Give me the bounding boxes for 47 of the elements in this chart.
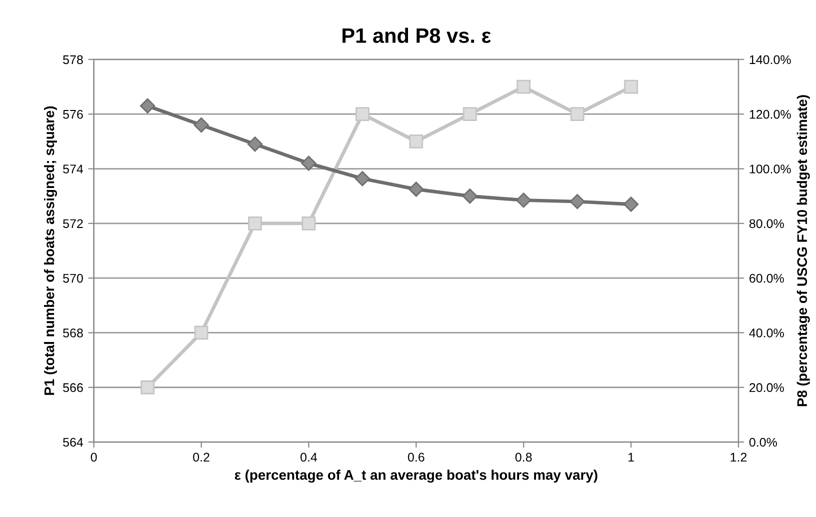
x-axis-title: ε (percentage of A_t an average boat's hours may vary) (234, 470, 598, 483)
y2-axis-title: P8 (percentage of USCG FY10 budget estimate) (796, 95, 810, 406)
point (301, 156, 316, 171)
point (140, 98, 156, 114)
y2-tick-label: 0.0% (749, 438, 777, 447)
point (623, 196, 639, 212)
y-tick-label: 564 (63, 438, 84, 447)
y-tick-label: 566 (63, 383, 83, 392)
y2-tick-label: 120.0% (750, 110, 791, 119)
point (409, 134, 424, 148)
y2-tick-label: 100.0% (750, 164, 791, 174)
y-tick-label: 578 (63, 55, 83, 64)
y2-tick-label: 40.0% (749, 328, 784, 338)
point (570, 194, 585, 210)
y2-tick-label: 60.0% (750, 274, 784, 283)
point (516, 192, 532, 208)
y-tick-label: 568 (63, 328, 83, 338)
point (194, 117, 209, 133)
x-tick-label: 0.8 (515, 452, 532, 462)
point (462, 188, 478, 204)
x-tick-label: 0.2 (193, 452, 210, 462)
point (624, 80, 638, 94)
y-tick-label: 574 (63, 164, 84, 174)
y-axis-title: P1 (total number of boats assigned; square) (44, 106, 58, 395)
point (302, 216, 316, 230)
point (516, 80, 531, 94)
y-tick-label: 576 (63, 110, 83, 119)
y2-tick-label: 20.0% (750, 383, 784, 392)
point (248, 216, 262, 230)
y2-tick-label: 140.0% (750, 55, 791, 64)
x-tick-label: 0.4 (300, 452, 318, 462)
point (247, 136, 263, 152)
point (140, 380, 155, 394)
point (355, 107, 370, 122)
y-tick-label: 572 (63, 219, 83, 228)
x-tick-label: 0.6 (408, 452, 424, 462)
y2-tick-label: 80.0% (749, 219, 784, 228)
point (408, 182, 424, 197)
point (462, 107, 477, 122)
chart-title: P1 and P8 vs. ε (342, 28, 491, 43)
x-tick-label: 1 (628, 452, 634, 462)
point (354, 171, 370, 186)
x-tick-label: 0 (90, 452, 97, 462)
x-tick-label: 1.2 (730, 452, 747, 462)
point (194, 326, 208, 340)
y-tick-label: 570 (63, 274, 83, 283)
point (570, 107, 584, 122)
